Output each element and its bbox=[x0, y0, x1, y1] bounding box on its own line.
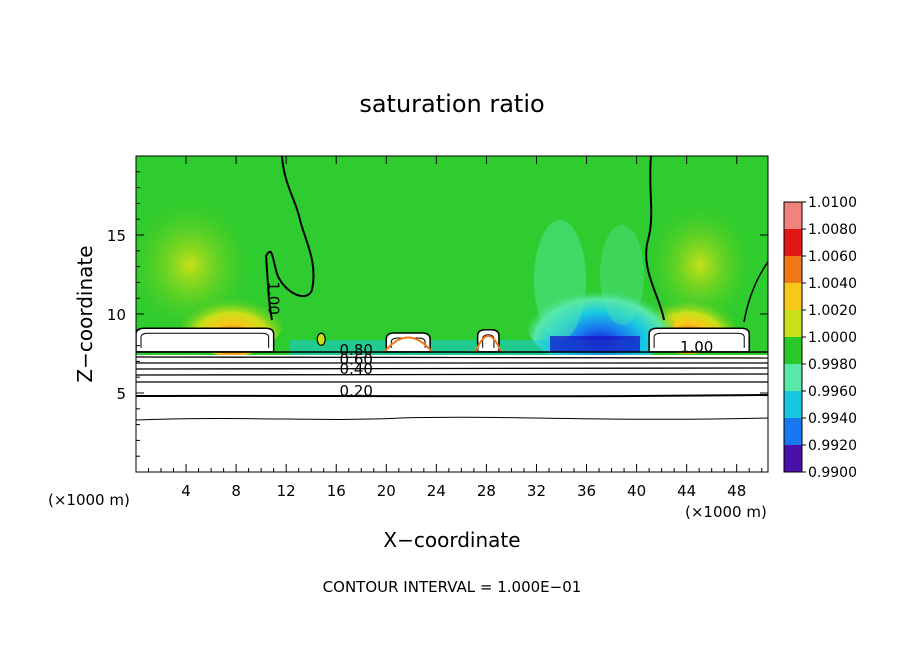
colorbar-swatch bbox=[784, 445, 802, 472]
contour-label: 0.80 bbox=[340, 341, 373, 359]
colorbar-swatch bbox=[784, 418, 802, 445]
cloud-inner-contour bbox=[140, 332, 270, 348]
x-tick-label: 24 bbox=[427, 482, 446, 500]
x-tick-label: 48 bbox=[727, 482, 746, 500]
x-axis: 4 8 12 16 20 24 28 32 36 40 44 48 bbox=[148, 156, 763, 500]
colorbar-swatch bbox=[784, 283, 802, 310]
contour-0.7 bbox=[136, 356, 768, 359]
contour-label: 1.00 bbox=[265, 281, 283, 314]
x-tick-label: 12 bbox=[277, 482, 296, 500]
x-axis-label: X−coordinate bbox=[383, 528, 520, 552]
contour-label: 0.40 bbox=[340, 360, 373, 378]
contour-label: 0.20 bbox=[340, 382, 373, 400]
lower-clear-zone bbox=[136, 355, 768, 472]
dry-streak-2 bbox=[600, 225, 644, 325]
x-unit-right: (×1000 m) bbox=[685, 503, 767, 521]
cloud-top bbox=[136, 327, 275, 353]
colorbar-label: 0.9940 bbox=[808, 411, 857, 427]
colorbar-label: 1.0100 bbox=[808, 195, 857, 211]
contour-1-left bbox=[264, 156, 315, 321]
colorbar-label: 0.9900 bbox=[808, 465, 857, 481]
colorbar-label: 0.9960 bbox=[808, 384, 857, 400]
colorbar-label: 0.9980 bbox=[808, 357, 857, 373]
x-tick-label: 36 bbox=[577, 482, 596, 500]
colorbar-label: 0.9920 bbox=[808, 438, 857, 454]
cloud-inner-contour bbox=[482, 334, 495, 348]
x-tick-label: 4 bbox=[181, 482, 191, 500]
x-tick-label: 40 bbox=[627, 482, 646, 500]
cloud-edge-warm bbox=[474, 334, 502, 353]
y-axis-label: Z−coordinate bbox=[73, 245, 97, 382]
contour-label: 0.60 bbox=[340, 351, 373, 369]
dry-streak bbox=[534, 220, 586, 340]
cloud-inner-contour bbox=[653, 332, 745, 348]
colorbar-label: 1.0080 bbox=[808, 222, 857, 238]
colorbar-label: 1.0000 bbox=[808, 330, 857, 346]
colorbar-swatch bbox=[784, 229, 802, 256]
contour-0.2 bbox=[136, 394, 768, 398]
contour-0.3 bbox=[136, 381, 768, 383]
colorbar-swatch bbox=[784, 391, 802, 418]
contour-0.5 bbox=[136, 367, 768, 370]
small-cloud-blob bbox=[316, 332, 326, 346]
dry-band-dark bbox=[550, 336, 640, 352]
y-tick-label: 15 bbox=[107, 227, 126, 245]
x-tick-label: 44 bbox=[677, 482, 696, 500]
chart-title: saturation ratio bbox=[359, 90, 544, 118]
colorbar: 1.0100 1.0080 1.0060 1.0040 1.0020 1.0000 0.99… bbox=[783, 195, 857, 481]
x-tick-label: 16 bbox=[327, 482, 346, 500]
colorbar-swatch bbox=[784, 202, 802, 229]
colorbar-swatch bbox=[784, 364, 802, 391]
y-tick-label: 10 bbox=[107, 306, 126, 324]
cloud-top bbox=[648, 327, 750, 353]
y-axis: 5 10 15 bbox=[107, 171, 768, 457]
x-tick-label: 8 bbox=[231, 482, 241, 500]
colorbar-label: 1.0020 bbox=[808, 303, 857, 319]
contour-interval-footer: CONTOUR INTERVAL = 1.000E−01 bbox=[323, 578, 582, 596]
colorbar-swatch bbox=[784, 310, 802, 337]
heatmap-field bbox=[136, 156, 768, 472]
colorbar-label: 1.0040 bbox=[808, 276, 857, 292]
contour-lines bbox=[136, 156, 768, 421]
contour-1-right bbox=[645, 156, 665, 321]
x-tick-label: 20 bbox=[377, 482, 396, 500]
contour-label: 1.00 bbox=[680, 338, 713, 356]
x-unit-left: (×1000 m) bbox=[48, 491, 130, 509]
contour-0.1 bbox=[136, 416, 768, 421]
cloud-tops bbox=[136, 327, 750, 353]
colorbar-swatch bbox=[784, 256, 802, 283]
contour-labels: 1.00 1.00 0.800.600.40 0.20 bbox=[265, 281, 714, 400]
cloud-edge-warm bbox=[383, 336, 433, 353]
contour-0.4 bbox=[136, 373, 768, 376]
colorbar-swatch bbox=[784, 337, 802, 364]
x-tick-label: 32 bbox=[527, 482, 546, 500]
colorbar-label: 1.0060 bbox=[808, 249, 857, 265]
x-tick-label: 28 bbox=[477, 482, 496, 500]
y-tick-label: 5 bbox=[116, 385, 126, 403]
contour-1-far-right bbox=[743, 261, 768, 323]
